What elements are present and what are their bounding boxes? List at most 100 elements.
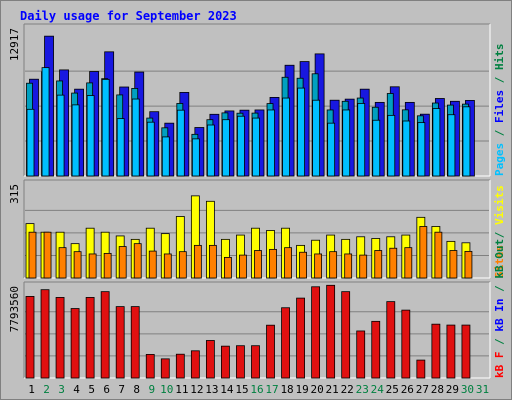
- bar-kbf-day-8: [130, 306, 140, 379]
- bar-sites-day-21: [329, 251, 338, 279]
- bar-sites-day-18: [284, 247, 292, 279]
- bar-pages-day-1: [26, 108, 35, 177]
- bar-kbf-day-29: [446, 324, 456, 379]
- legend-item-visits-sites-2: Visits: [493, 185, 506, 225]
- bar-kbf-day-9: [145, 354, 155, 379]
- x-tick-label-day-28: 28: [431, 383, 444, 396]
- bar-sites-day-20: [314, 253, 323, 279]
- x-tick-label-day-26: 26: [401, 383, 414, 396]
- legend-item-hits-files-pages-4: Hits: [493, 44, 506, 71]
- legend-visits-sites: Sites / Visits: [493, 185, 506, 278]
- x-tick-label-day-22: 22: [341, 383, 354, 396]
- legend-item-kbytes-3: /: [493, 279, 506, 299]
- chart-title: Daily usage for September 2023: [20, 9, 237, 23]
- bar-sites-day-5: [88, 253, 97, 279]
- bar-pages-day-10: [161, 136, 170, 177]
- bar-pages-day-22: [342, 109, 351, 177]
- x-tick-label-day-13: 13: [205, 383, 218, 396]
- x-tick-label-day-11: 11: [175, 383, 188, 396]
- bar-pages-day-25: [387, 114, 396, 177]
- bar-sites-day-27: [419, 226, 428, 279]
- bar-pages-day-8: [131, 98, 140, 177]
- bar-kbf-day-14: [221, 345, 230, 379]
- bar-pages-day-11: [176, 109, 185, 177]
- bar-sites-day-30: [464, 250, 473, 279]
- x-tick-label-day-4: 4: [73, 383, 80, 396]
- bar-kbf-day-6: [100, 291, 110, 379]
- bar-sites-day-9: [148, 250, 157, 279]
- bar-pages-day-28: [432, 108, 441, 177]
- legend-item-visits-sites-0: Sites: [493, 245, 506, 278]
- bar-pages-day-7: [116, 118, 125, 177]
- x-tick-label-day-25: 25: [386, 383, 399, 396]
- bar-kbf-day-11: [175, 353, 185, 379]
- x-tick-label-day-9: 9: [148, 383, 155, 396]
- bar-sites-day-12: [193, 244, 202, 279]
- bar-kbf-day-7: [115, 306, 125, 379]
- bar-pages-day-20: [312, 99, 321, 177]
- bar-kbf-day-30: [461, 324, 471, 379]
- bar-sites-day-11: [178, 251, 187, 279]
- bar-pages-day-2: [41, 67, 50, 177]
- bar-sites-day-24: [374, 250, 383, 279]
- bar-pages-day-30: [462, 106, 471, 177]
- bar-pages-day-19: [297, 87, 305, 177]
- bar-pages-day-27: [417, 122, 426, 177]
- bar-kbf-day-17: [266, 324, 275, 379]
- bar-kbf-day-21: [326, 284, 336, 379]
- x-tick-label-day-7: 7: [118, 383, 125, 396]
- bar-sites-day-2: [43, 231, 52, 279]
- legend-item-kbytes-4: kB Out: [493, 239, 506, 279]
- bar-kbf-day-15: [236, 345, 245, 379]
- bar-pages-day-6: [101, 79, 110, 177]
- bar-pages-day-26: [402, 120, 411, 177]
- x-tick-label-day-14: 14: [220, 383, 234, 396]
- bar-pages-day-17: [267, 109, 275, 177]
- bar-sites-day-16: [254, 250, 262, 279]
- x-tick-label-day-23: 23: [356, 383, 369, 396]
- bar-pages-day-18: [282, 97, 290, 177]
- x-tick-label-day-16: 16: [250, 383, 263, 396]
- x-tick-label-day-20: 20: [311, 383, 324, 396]
- bar-sites-day-28: [434, 231, 443, 279]
- legend-item-hits-files-pages-1: /: [493, 123, 506, 143]
- bar-sites-day-23: [359, 254, 368, 279]
- x-tick-label-day-17: 17: [265, 383, 278, 396]
- legend-hits-files-pages: Pages / Files / Hits: [493, 44, 506, 177]
- bar-pages-day-15: [237, 115, 245, 177]
- bar-kbf-day-23: [356, 330, 366, 379]
- bar-kbf-day-20: [311, 286, 321, 379]
- bar-sites-day-14: [224, 256, 232, 279]
- legend-item-hits-files-pages-2: Files: [493, 90, 506, 123]
- x-tick-label-day-24: 24: [371, 383, 385, 396]
- x-tick-label-day-3: 3: [58, 383, 65, 396]
- bar-sites-day-25: [389, 247, 398, 279]
- x-tick-label-day-19: 19: [295, 383, 308, 396]
- bar-sites-day-10: [163, 253, 172, 279]
- bar-sites-day-1: [28, 231, 37, 279]
- bar-pages-day-12: [191, 138, 200, 177]
- legend-item-visits-sites-1: /: [493, 225, 506, 245]
- bar-kbf-day-4: [70, 308, 80, 379]
- bar-kbf-day-12: [190, 350, 200, 379]
- bar-sites-day-3: [58, 247, 67, 279]
- x-tick-label-day-2: 2: [43, 383, 50, 396]
- x-tick-label-day-15: 15: [235, 383, 248, 396]
- bar-sites-day-13: [208, 244, 217, 279]
- legend-item-hits-files-pages-3: /: [493, 70, 506, 90]
- x-tick-label-day-6: 6: [103, 383, 110, 396]
- x-tick-label-day-8: 8: [133, 383, 140, 396]
- bar-kbf-day-13: [205, 340, 215, 379]
- legend-kbytes: kB F / kB In / kB Out: [493, 239, 506, 378]
- bar-pages-day-4: [71, 104, 80, 177]
- bar-pages-day-14: [222, 119, 230, 177]
- bar-kbf-day-26: [401, 309, 411, 379]
- bar-sites-day-6: [103, 252, 112, 279]
- bar-kbf-day-24: [371, 320, 381, 379]
- bar-sites-day-15: [239, 254, 247, 279]
- bar-sites-day-4: [73, 251, 82, 279]
- x-tick-label-day-27: 27: [416, 383, 429, 396]
- x-tick-label-day-18: 18: [280, 383, 293, 396]
- ymax-label-hits-files-pages: 12917: [8, 28, 21, 61]
